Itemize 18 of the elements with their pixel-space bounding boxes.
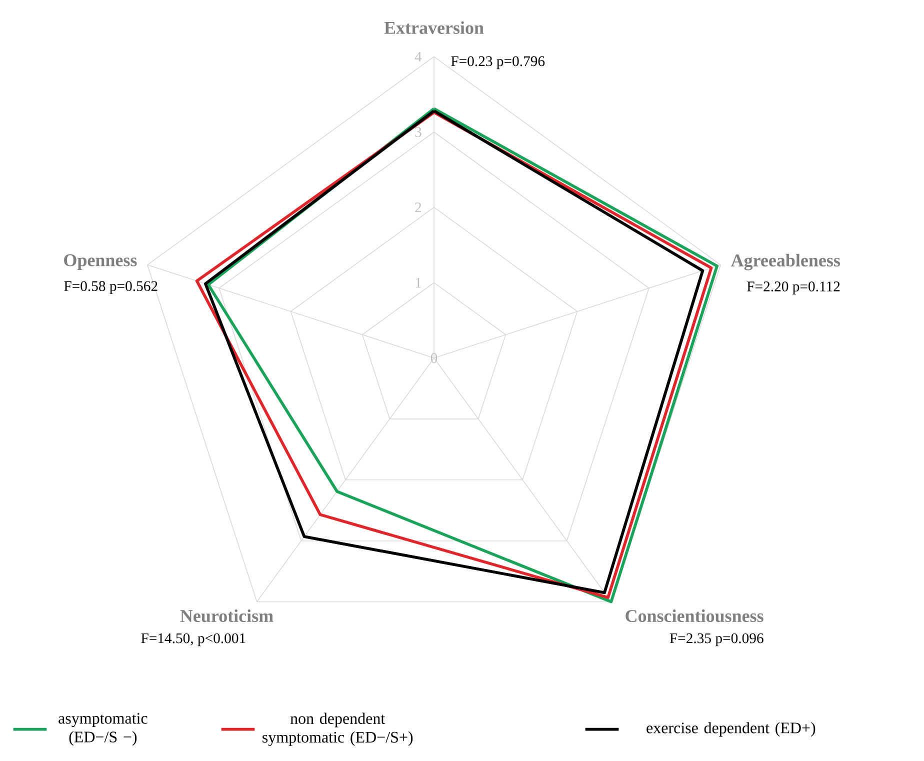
spoke-label: Openness bbox=[64, 254, 137, 270]
text: F=0.58 p=0.562 bbox=[64, 281, 158, 294]
legend-label: asymptomatic (ED−/S −) bbox=[58, 712, 148, 746]
text: F=2.20 p=0.112 bbox=[747, 281, 840, 294]
legend-label: exercise dependent (ED+) bbox=[646, 722, 816, 736]
text: F=0.23 p=0.796 bbox=[451, 56, 545, 69]
legend-label: non dependent symptomatic (ED−/S+) bbox=[262, 712, 413, 746]
y-tick-label: 0 bbox=[430, 352, 438, 363]
y-tick-label: 3 bbox=[415, 126, 422, 137]
spoke-label: Conscientiousness bbox=[626, 609, 764, 622]
text: F=14.50, p<0.001 bbox=[141, 633, 246, 646]
spoke-label: Extraversion bbox=[384, 21, 484, 34]
y-tick-label: 2 bbox=[415, 202, 422, 212]
text: F=2.35 p=0.096 bbox=[670, 633, 764, 646]
y-tick-label: 1 bbox=[416, 278, 421, 288]
spoke-label: Agreeableness bbox=[730, 254, 840, 270]
spoke-label: Neuroticism bbox=[180, 609, 274, 622]
y-tick-label: 4 bbox=[414, 52, 422, 62]
